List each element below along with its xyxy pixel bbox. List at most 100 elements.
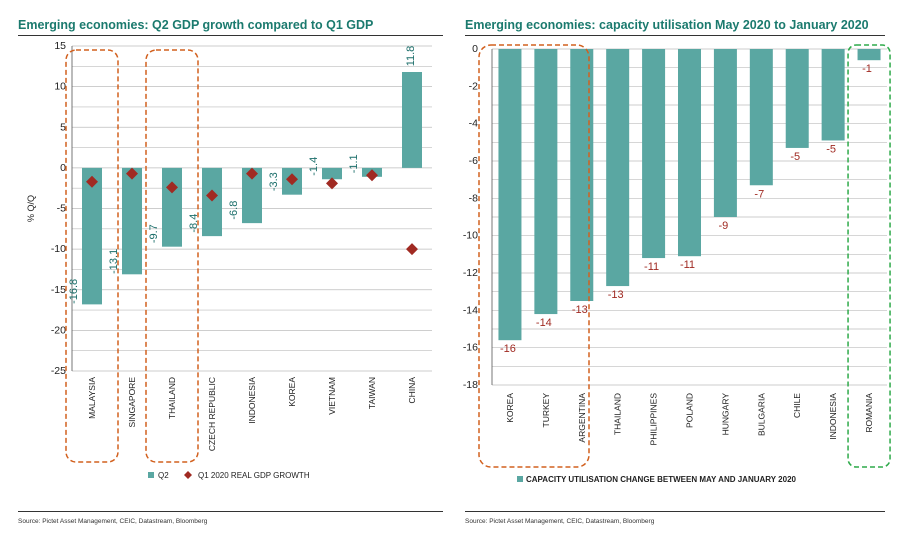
bar-data-label: 11.8 [405, 46, 417, 67]
category-label: BULGARIA [756, 393, 766, 436]
bar-data-label: -11 [680, 259, 695, 271]
category-label: MALAYSIA [87, 377, 97, 419]
y-tick-label: 5 [60, 121, 66, 133]
bar-data-label: -13.1 [108, 249, 120, 274]
y-tick-label: -2 [469, 80, 478, 92]
left-source-rule [18, 511, 443, 512]
category-label: KOREA [287, 377, 297, 407]
y-tick-label: -16 [463, 342, 478, 354]
bar [162, 167, 182, 247]
legend-q1-label: Q1 2020 REAL GDP GROWTH [198, 471, 310, 480]
bar [402, 72, 422, 168]
bar-data-label: -5 [826, 143, 836, 155]
y-tick-label: -10 [51, 243, 66, 255]
category-label: TURKEY [541, 393, 551, 428]
y-tick-label: 0 [60, 162, 66, 174]
bar [322, 167, 342, 180]
q1-marker [246, 167, 258, 180]
y-tick-label: -4 [469, 118, 478, 130]
q1-marker [166, 181, 178, 194]
bar [242, 167, 262, 224]
bar [606, 49, 630, 287]
bar-data-label: -1.4 [308, 157, 320, 176]
category-label: SINGAPORE [127, 377, 137, 428]
y-axis-label: % Q/Q [26, 195, 36, 222]
bar-data-label: -6.8 [228, 201, 240, 220]
y-tick-label: 0 [472, 43, 478, 55]
y-tick-label: 15 [54, 40, 66, 52]
legend-q2-swatch [148, 472, 154, 478]
category-label: INDONESIA [828, 393, 838, 440]
category-label: THAILAND [613, 393, 623, 435]
right-title-rule [465, 35, 885, 36]
y-tick-label: -10 [463, 230, 478, 242]
right-source-note: Source: Pictet Asset Management, CEIC, D… [465, 518, 655, 525]
bar [642, 49, 666, 259]
right-source-rule [465, 511, 885, 512]
q1-marker [206, 189, 218, 202]
category-label: INDONESIA [247, 377, 257, 424]
y-tick-label: -14 [463, 304, 478, 316]
bar-data-label: -7 [754, 188, 764, 200]
category-label: ARGENTINA [577, 393, 587, 443]
left-chart-title: Emerging economies: Q2 GDP growth compar… [18, 18, 374, 32]
bar [785, 49, 809, 148]
category-label: ROMANIA [864, 393, 874, 433]
bar [678, 49, 701, 257]
bar [82, 167, 102, 305]
bar [857, 49, 881, 61]
y-tick-label: -25 [51, 365, 66, 377]
bar [570, 49, 594, 301]
bar [498, 49, 522, 341]
highlight-box [65, 49, 119, 463]
category-label: THAILAND [167, 377, 177, 419]
y-tick-label: -15 [51, 284, 66, 296]
q1-marker [326, 177, 338, 190]
bar [202, 167, 222, 237]
legend-swatch [517, 476, 523, 482]
bar-data-label: -9 [719, 220, 729, 232]
bar [749, 49, 773, 186]
y-tick-label: -20 [51, 324, 66, 336]
legend-q2-label: Q2 [158, 471, 169, 480]
y-tick-label: -12 [463, 267, 478, 279]
bar-data-label: -16 [500, 343, 516, 355]
bar-data-label: -5 [790, 151, 800, 163]
q1-marker [86, 175, 98, 188]
bar-data-label: -13 [608, 289, 624, 301]
bar [122, 167, 142, 275]
bar-data-label: -1.1 [348, 154, 360, 173]
category-label: KOREA [505, 393, 515, 423]
category-label: CHINA [407, 377, 417, 404]
left-title-rule [18, 35, 443, 36]
bar-data-label: -16.8 [68, 279, 80, 304]
category-label: PHILIPPINES [649, 393, 659, 446]
bar-data-label: -3.3 [268, 172, 280, 191]
bar [713, 49, 737, 217]
category-label: HUNGARY [720, 393, 730, 436]
category-label: CHILE [792, 393, 802, 418]
bar-data-label: -14 [536, 317, 552, 329]
highlight-box [478, 44, 590, 468]
category-label: VIETNAM [327, 377, 337, 415]
bar-data-label: -11 [644, 261, 659, 273]
gdp-growth-chart: 15 10 5 0 -5 -10 -15 -20 -25 % Q/Q -16.8 -13.1 -9.7 -… [26, 40, 432, 480]
q1-marker [366, 169, 378, 182]
bar-data-label: -9.7 [148, 224, 160, 243]
y-tick-label: -8 [469, 192, 478, 204]
legend-label: CAPACITY UTILISATION CHANGE BETWEEN MAY … [526, 475, 797, 484]
bar-data-label: -8.4 [188, 214, 200, 233]
bar [821, 49, 845, 141]
left-source-note: Source: Pictet Asset Management, CEIC, D… [18, 518, 208, 525]
bar-data-label: -13 [572, 304, 588, 316]
y-tick-label: -5 [57, 203, 66, 215]
category-label: CZECH REPUBLIC [207, 377, 217, 451]
highlight-box [145, 49, 199, 463]
q1-marker [406, 243, 418, 256]
highlight-box [847, 44, 891, 468]
category-label: POLAND [685, 393, 695, 428]
bar [534, 49, 558, 315]
bar-data-label: -1 [862, 63, 872, 75]
category-label: TAIWAN [367, 377, 377, 409]
q1-marker [286, 173, 298, 186]
